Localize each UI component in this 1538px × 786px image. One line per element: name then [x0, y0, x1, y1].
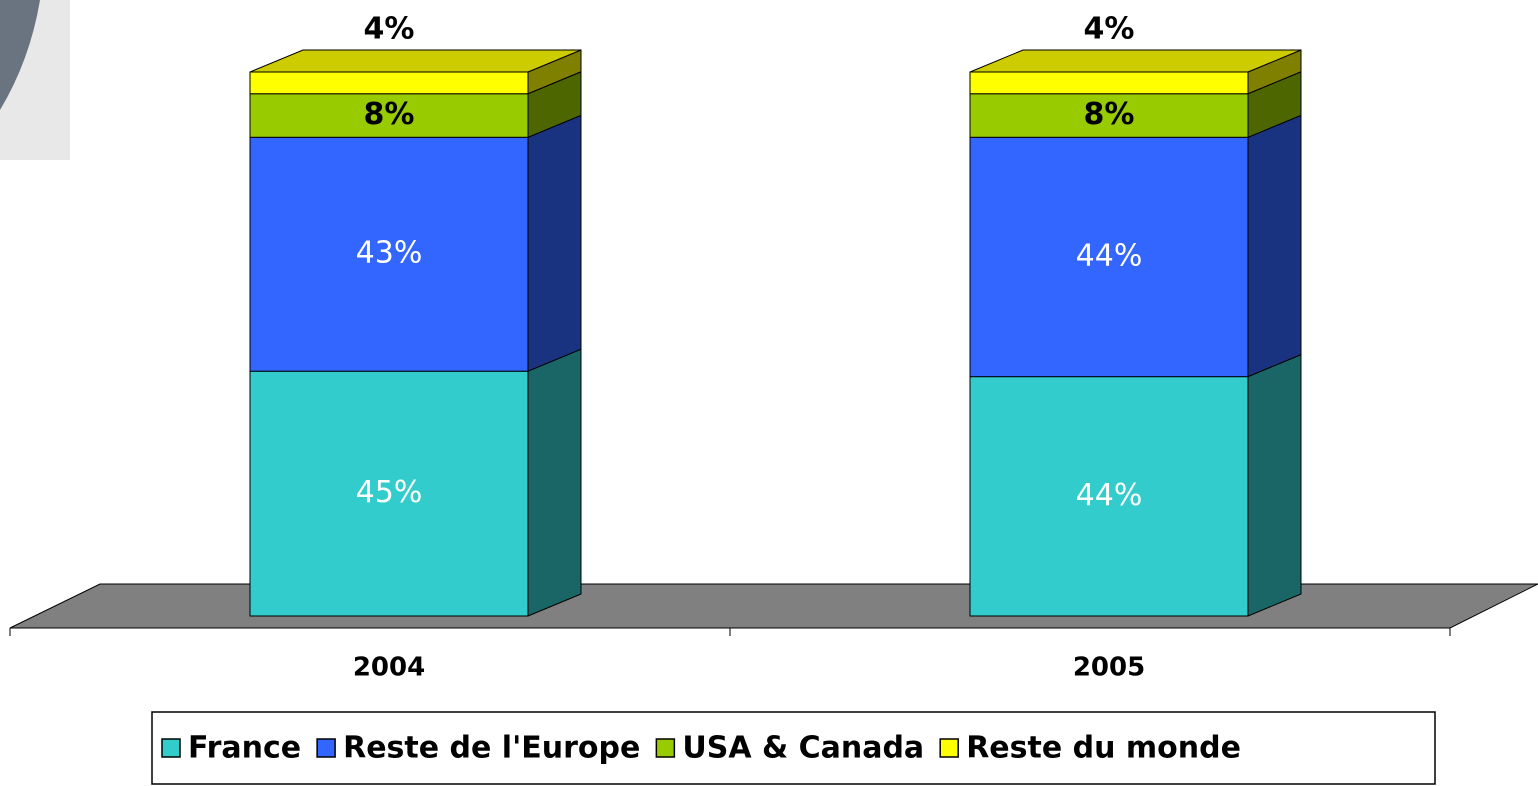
data-label: 8%: [1084, 97, 1135, 132]
data-label: 44%: [1076, 238, 1143, 273]
bar-side: [1248, 115, 1301, 376]
legend-label: Reste du monde: [966, 731, 1241, 766]
legend-marker: [317, 739, 335, 757]
data-label: 4%: [1084, 12, 1135, 47]
legend-marker: [940, 739, 958, 757]
data-label: 8%: [364, 97, 415, 132]
data-label: 43%: [356, 236, 423, 271]
chart: 2004 45% 43% 8% 4% 2005 44% 44% 8% 4% France Reste …: [0, 0, 1538, 786]
x-tick-label: 2005: [1073, 653, 1145, 683]
page: {"chart_data": {"type": "bar3d_stacked",…: [0, 0, 1538, 786]
legend-marker: [656, 739, 674, 757]
bar-side: [528, 115, 581, 371]
bar-top: [250, 50, 581, 72]
legend-marker: [162, 739, 180, 757]
bar: [970, 72, 1248, 94]
bar-side: [1248, 355, 1301, 616]
data-label: 4%: [364, 12, 415, 47]
x-tick-label: 2004: [353, 653, 425, 683]
data-label: 44%: [1076, 478, 1143, 513]
legend-label: France: [188, 731, 301, 766]
legend-label: USA & Canada: [682, 731, 924, 766]
bar-side: [528, 349, 581, 616]
legend-label: Reste de l'Europe: [343, 731, 640, 766]
bar: [250, 72, 528, 94]
bar-top: [970, 50, 1301, 72]
data-label: 45%: [356, 475, 423, 510]
floor: [10, 584, 1538, 628]
